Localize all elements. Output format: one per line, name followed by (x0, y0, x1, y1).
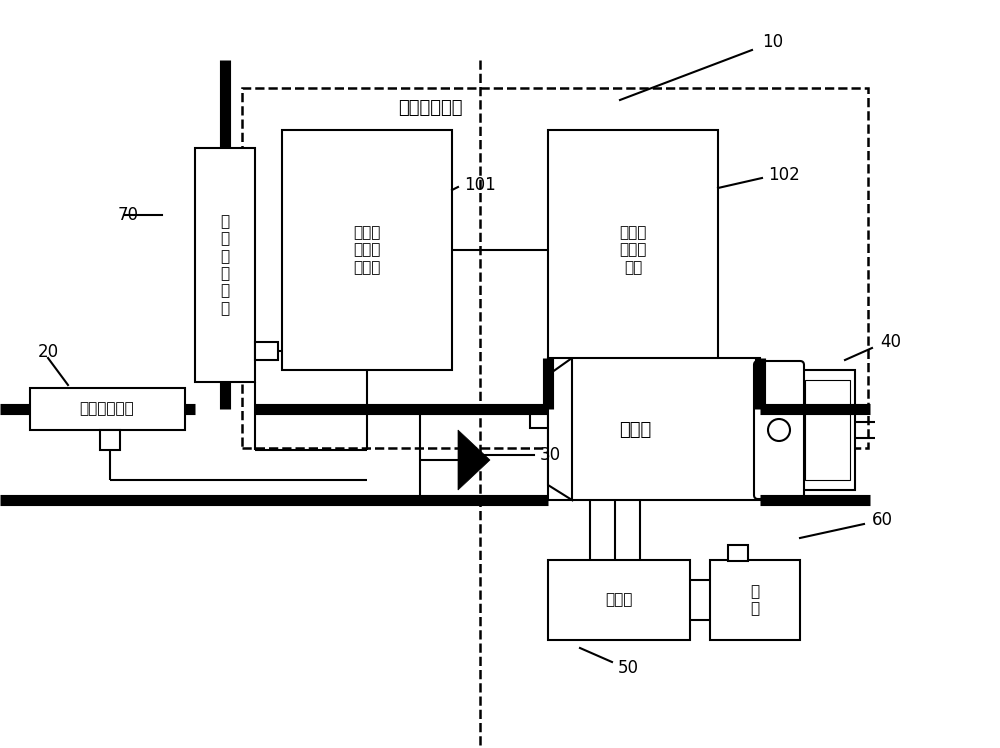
Text: 40: 40 (880, 333, 901, 351)
Bar (255, 342, 278, 360)
Text: 102: 102 (768, 166, 800, 184)
Text: 电
池: 电 池 (750, 583, 760, 616)
Bar (805, 380, 850, 480)
Text: 101: 101 (464, 176, 496, 194)
Bar (710, 560, 800, 640)
Text: 80: 80 (458, 453, 479, 471)
FancyBboxPatch shape (754, 361, 804, 499)
Bar (242, 88, 868, 448)
Text: 20: 20 (38, 343, 59, 361)
Bar (800, 370, 855, 490)
Bar (282, 130, 452, 370)
Bar (548, 358, 760, 500)
Bar (30, 388, 185, 430)
Bar (548, 130, 718, 370)
Text: 60: 60 (872, 511, 893, 529)
Text: 流量控制电阀: 流量控制电阀 (80, 402, 134, 417)
Text: 50: 50 (618, 659, 639, 677)
Text: 逆变器: 逆变器 (605, 592, 633, 607)
Polygon shape (458, 430, 490, 490)
Text: 车载充
电控制
装置: 车载充 电控制 装置 (619, 225, 647, 275)
Text: 清
洗
气
体
电
阀: 清 洗 气 体 电 阀 (220, 214, 230, 316)
Text: 发电机: 发电机 (619, 421, 651, 439)
Text: 充电控制装置: 充电控制装置 (398, 99, 462, 117)
Bar (548, 560, 690, 640)
Text: 70: 70 (118, 206, 139, 224)
Bar (100, 430, 120, 450)
Text: 非车载
充电控
制装置: 非车载 充电控 制装置 (353, 225, 381, 275)
Bar (728, 545, 748, 561)
Bar (530, 408, 548, 428)
Bar (195, 148, 255, 382)
Polygon shape (548, 358, 572, 500)
Text: 30: 30 (540, 446, 561, 464)
Text: 10: 10 (762, 33, 783, 51)
